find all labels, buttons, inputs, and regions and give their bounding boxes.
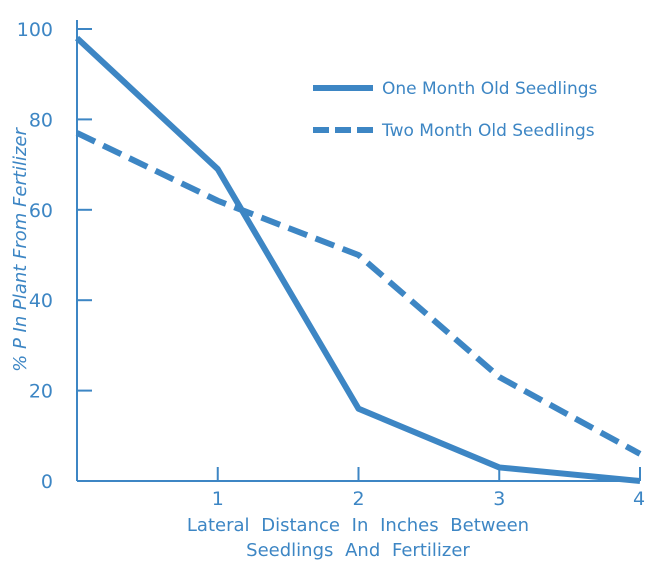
y-tick-label: 20 — [29, 381, 53, 403]
y-tick-label: 80 — [29, 109, 53, 131]
x-axis-title: Lateral Distance In Inches Between — [187, 515, 529, 536]
y-tick-label: 0 — [41, 471, 53, 493]
series-line-two-month — [75, 130, 642, 457]
x-tick-label: 4 — [633, 488, 645, 510]
series-group — [74, 35, 642, 484]
legend: One Month Old Seedlings Two Month Old See… — [313, 79, 598, 141]
y-tick-label: 100 — [17, 19, 53, 41]
legend-label: Two Month Old Seedlings — [381, 121, 595, 141]
axis-titles: Lateral Distance In Inches Between Seedli… — [10, 127, 529, 561]
axis-ticks: 0 20 40 60 80 100 1 2 3 4 — [17, 19, 645, 510]
y-tick-label: 60 — [29, 200, 53, 222]
x-tick-label: 1 — [212, 488, 224, 510]
y-tick-label: 40 — [29, 290, 53, 312]
y-axis-title: % P In Plant From Fertilizer — [10, 127, 31, 372]
x-tick-label: 2 — [352, 488, 364, 510]
legend-label: One Month Old Seedlings — [382, 79, 598, 99]
x-tick-label: 3 — [493, 488, 505, 510]
series-line-one-month — [74, 35, 641, 484]
x-axis-title: Seedlings And Fertilizer — [246, 540, 470, 561]
